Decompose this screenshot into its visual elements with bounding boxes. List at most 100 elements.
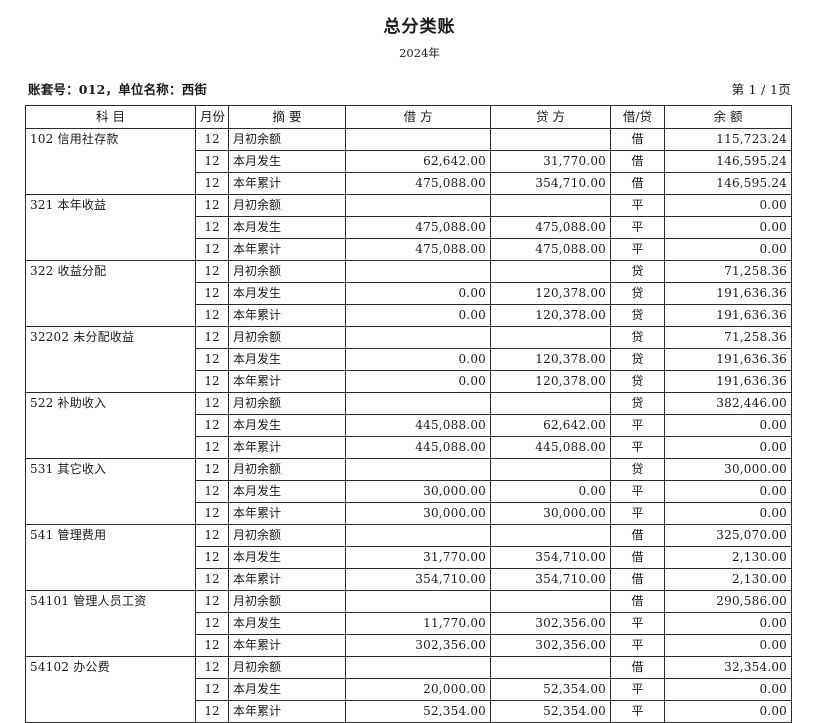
- cell-credit: 120,378.00: [490, 304, 611, 327]
- cell-balance: 382,446.00: [664, 392, 792, 415]
- cell-balance: 0.00: [664, 216, 792, 239]
- account-subject-cell: 32202 未分配收益: [25, 326, 196, 393]
- cell-balance: 191,636.36: [664, 348, 792, 371]
- cell-debit: [345, 392, 491, 415]
- cell-dc-flag: 平: [610, 502, 665, 525]
- table-row[interactable]: 12 本年累计 0.00 120,378.00 贷 191,636.36: [26, 370, 792, 393]
- account-subject-cell: 102 信用社存款: [25, 128, 196, 195]
- cell-month: 12: [195, 546, 229, 569]
- table-row[interactable]: 54101 管理人员工资 12 月初余额 借 290,586.00: [25, 590, 792, 657]
- column-header-abstract: 摘 要: [228, 105, 346, 129]
- cell-dc-flag: 贷: [610, 260, 665, 283]
- cell-abstract: 月初余额: [228, 590, 346, 613]
- cell-dc-flag: 借: [610, 172, 665, 195]
- table-row[interactable]: 12 本年累计 475,088.00 354,710.00 借 146,595.24: [26, 172, 792, 195]
- column-header-debit: 借 方: [345, 105, 491, 129]
- cell-abstract: 本年累计: [228, 238, 346, 261]
- page-subtitle: 2024年: [399, 46, 440, 60]
- cell-abstract: 月初余额: [228, 128, 346, 151]
- column-header-month: 月份: [195, 105, 229, 129]
- cell-credit: 302,356.00: [490, 612, 611, 635]
- table-row[interactable]: 541 管理费用 12 月初余额借 325,070.00: [25, 524, 792, 591]
- cell-balance: 0.00: [664, 480, 792, 503]
- cell-balance: 0.00: [664, 194, 792, 217]
- table-row[interactable]: 12 本月发生 0.00 120,378.00 贷 191,636.36: [26, 348, 792, 371]
- cell-credit: 354,710.00: [490, 568, 611, 591]
- table-row[interactable]: 12 本月发生 11,770.00 302,356.00 平 0.00: [26, 612, 792, 635]
- cell-month: 12: [195, 348, 229, 371]
- account-subject-cell: 541 管理费用: [25, 524, 196, 591]
- cell-credit: [490, 392, 611, 415]
- cell-month: 12: [195, 502, 229, 525]
- cell-debit: 445,088.00: [345, 436, 491, 459]
- document-meta: 账套号：012，单位名称：西街 第 1 / 1页: [24, 61, 815, 99]
- table-row[interactable]: 12 本年累计 0.00 120,378.00 贷 191,636.36: [26, 304, 792, 327]
- table-row[interactable]: 531 其它收入 12 月初余额贷 30,000.00: [25, 458, 792, 525]
- table-row[interactable]: 322 收益分配 12 月初余额贷 71,258.36: [25, 260, 792, 327]
- column-header-credit: 贷 方: [490, 105, 611, 129]
- table-row[interactable]: 12 本年累计 475,088.00 475,088.00 平 0.00: [26, 238, 792, 261]
- table-row[interactable]: 54102 办公费 12 月初余额借 32,354.00: [25, 656, 792, 723]
- cell-dc-flag: 平: [610, 194, 665, 217]
- cell-balance: 0.00: [664, 238, 792, 261]
- cell-credit: [490, 590, 611, 613]
- cell-dc-flag: 平: [610, 678, 665, 701]
- header-row: 科 目 月份 摘 要 借 方 贷 方 借/贷 余 额: [25, 105, 792, 129]
- cell-debit: 30,000.00: [345, 480, 491, 503]
- cell-dc-flag: 贷: [610, 282, 665, 305]
- cell-debit: [345, 260, 491, 283]
- cell-balance: 0.00: [664, 502, 792, 525]
- cell-balance: 325,070.00: [664, 524, 792, 547]
- account-subject-cell: 54101 管理人员工资: [25, 590, 196, 657]
- table-row[interactable]: 321 本年收益 12 月初余额平 0.00: [25, 194, 792, 261]
- cell-month: 12: [195, 590, 229, 613]
- cell-debit: [345, 590, 491, 613]
- cell-dc-flag: 借: [610, 546, 665, 569]
- cell-dc-flag: 借: [610, 568, 665, 591]
- cell-credit: [490, 656, 611, 679]
- table-row[interactable]: 102 信用社存款 12 月初余额借 115,723.24: [25, 128, 792, 195]
- cell-debit: 475,088.00: [345, 216, 491, 239]
- page-title: 总分类账: [383, 17, 456, 37]
- cell-abstract: 本年累计: [228, 304, 346, 327]
- cell-debit: 0.00: [345, 348, 491, 371]
- account-subject-cell: 322 收益分配: [25, 260, 196, 327]
- cell-month: 12: [195, 238, 229, 261]
- cell-debit: 445,088.00: [345, 414, 491, 437]
- cell-dc-flag: 贷: [610, 458, 665, 481]
- table-row[interactable]: 32202 未分配收益 12 月初余额贷 71,258.36: [25, 326, 792, 393]
- cell-month: 12: [195, 524, 229, 547]
- table-row[interactable]: 12 本月发生 31,770.00 354,710.00 借 2,130.00: [26, 546, 792, 569]
- cell-abstract: 本月发生: [228, 612, 346, 635]
- account-set-info: 账套号：012，单位名称：西街: [28, 82, 208, 97]
- cell-credit: [490, 194, 611, 217]
- table-row[interactable]: 12 本月发生 0.00 120,378.00 贷 191,636.36: [26, 282, 792, 305]
- cell-debit: 0.00: [345, 282, 491, 305]
- cell-abstract: 本月发生: [228, 348, 346, 371]
- cell-balance: 0.00: [664, 414, 792, 437]
- account-subject-cell: 321 本年收益: [25, 194, 196, 261]
- cell-abstract: 本月发生: [228, 216, 346, 239]
- cell-abstract: 本年累计: [228, 568, 346, 591]
- table-row[interactable]: 522 补助收入 12 月初余额贷 382,446.00: [25, 392, 792, 459]
- cell-debit: 11,770.00: [345, 612, 491, 635]
- table-row[interactable]: 12 本年累计 445,088.00 445,088.00 平 0.00: [26, 436, 792, 459]
- cell-abstract: 本月发生: [228, 678, 346, 701]
- cell-credit: 52,354.00: [490, 678, 611, 701]
- cell-debit: [345, 458, 491, 481]
- cell-debit: 0.00: [345, 370, 491, 393]
- cell-credit: 62,642.00: [490, 414, 611, 437]
- cell-credit: 0.00: [490, 480, 611, 503]
- cell-abstract: 月初余额: [228, 524, 346, 547]
- cell-debit: [345, 524, 491, 547]
- cell-debit: 475,088.00: [345, 238, 491, 261]
- cell-balance: 0.00: [664, 700, 792, 723]
- cell-dc-flag: 借: [610, 128, 665, 151]
- cell-month: 12: [195, 216, 229, 239]
- cell-dc-flag: 借: [610, 150, 665, 173]
- cell-credit: [490, 260, 611, 283]
- cell-abstract: 月初余额: [228, 194, 346, 217]
- cell-balance: 0.00: [664, 678, 792, 701]
- cell-month: 12: [195, 194, 229, 217]
- table-row[interactable]: 12 本月发生 475,088.00 475,088.00 平 0.00: [26, 216, 792, 239]
